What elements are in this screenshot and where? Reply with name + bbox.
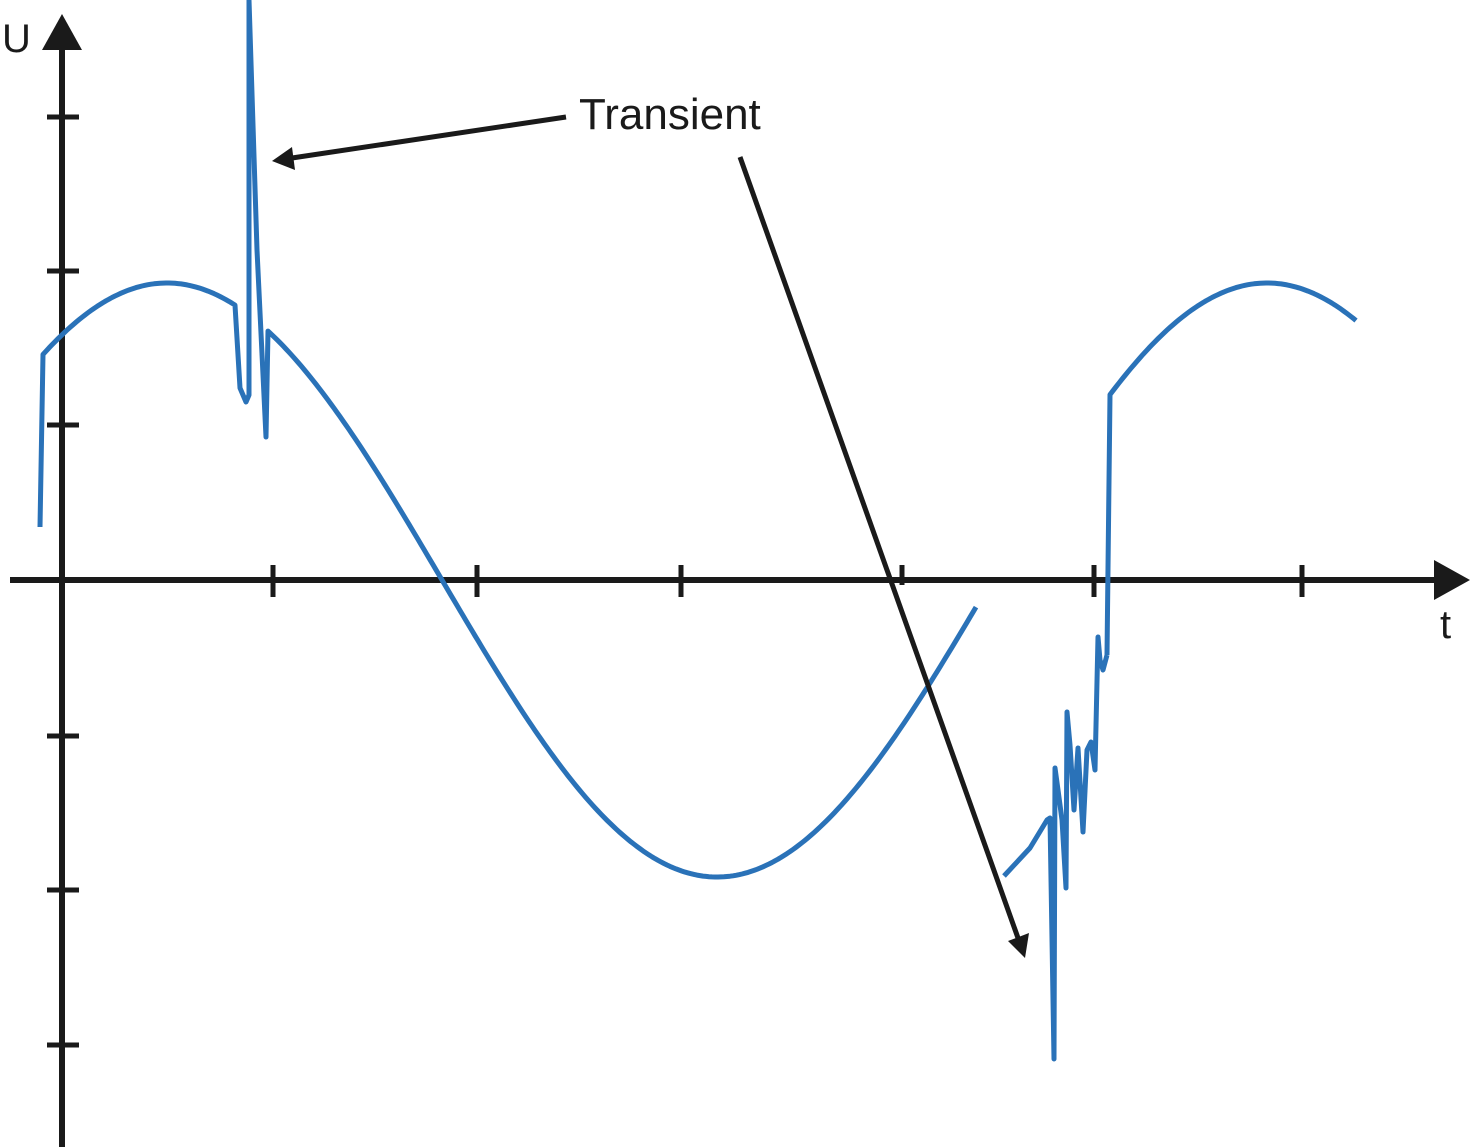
y-axis-label: U (2, 17, 31, 61)
y-axis (42, 14, 82, 1147)
annotation-label: Transient (579, 90, 761, 139)
signal-waveform (37, 0, 979, 880)
x-axis-label: t (1440, 603, 1451, 647)
x-axis-arrowhead (1434, 560, 1470, 600)
pointer-arrowhead-burst (1008, 933, 1029, 958)
pointer-arrowhead-spike (272, 147, 295, 170)
signal-oscillation-burst (1002, 634, 1110, 1062)
annotation-pointers (272, 114, 1029, 958)
y-axis-arrowhead (42, 14, 82, 50)
signal-waveform-end (1104, 280, 1358, 656)
pointer-line-spike (291, 114, 567, 161)
x-axis (10, 560, 1470, 600)
pointer-line-burst (737, 156, 1021, 939)
